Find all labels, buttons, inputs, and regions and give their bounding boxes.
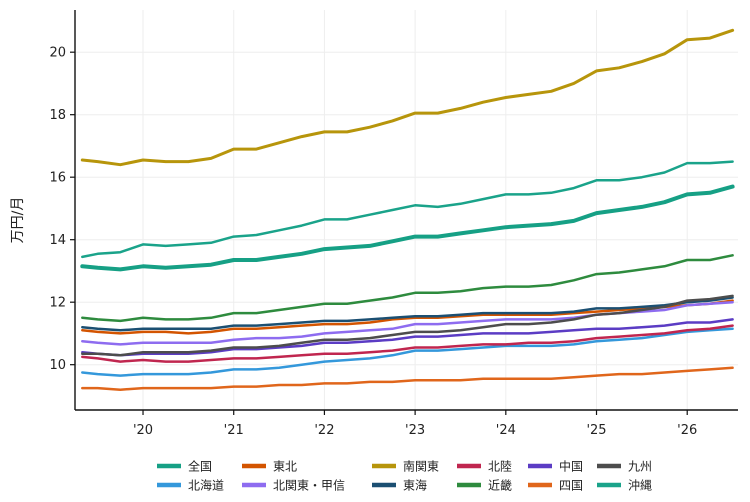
series-line-8	[81, 318, 734, 357]
series-line-11	[81, 160, 734, 259]
legend-label: 沖縄	[628, 478, 652, 493]
x-tick-label: '23	[405, 423, 425, 438]
legend-item: 東海	[372, 478, 427, 493]
legend-item: 沖縄	[597, 478, 652, 493]
series-line-0	[80, 184, 735, 272]
x-ticks: '20 '21 '22 '23 '24 '25 '26	[133, 410, 697, 438]
x-tick-label: '26	[677, 423, 697, 438]
grid	[75, 10, 738, 410]
y-tick-label: 14	[49, 233, 66, 248]
y-tick-label: 10	[49, 358, 66, 373]
legend-label: 東北	[273, 460, 297, 474]
legend-item: 九州	[597, 460, 652, 474]
axes	[74, 10, 738, 411]
legend-item: 全国	[157, 459, 212, 474]
legend-label: 全国	[188, 459, 212, 474]
legend-item: 中国	[528, 459, 583, 474]
series-line-1	[81, 327, 734, 377]
legend-label: 北海道	[188, 478, 224, 493]
series-line-2	[81, 299, 734, 335]
legend-label: 四国	[559, 479, 583, 493]
legend-item: 東北	[242, 460, 297, 474]
legend-item: 北海道	[157, 478, 224, 493]
legend-label: 南関東	[403, 459, 439, 474]
y-ticks: 10 12 14 16 18 20	[49, 46, 75, 373]
x-tick-label: '22	[314, 423, 334, 438]
series-line-6	[81, 324, 734, 363]
series-lines	[80, 28, 735, 391]
x-tick-label: '25	[586, 423, 606, 438]
x-tick-label: '21	[224, 423, 244, 438]
series-line-10	[81, 294, 734, 357]
legend-item: 北陸	[457, 460, 512, 474]
y-tick-label: 18	[49, 108, 66, 123]
legend-item: 四国	[528, 479, 583, 493]
x-tick-label: '24	[496, 423, 516, 438]
y-tick-label: 12	[49, 296, 66, 311]
legend-label: 北関東・甲信	[273, 479, 345, 493]
y-tick-label: 16	[49, 171, 66, 186]
x-tick-label: '20	[133, 423, 153, 438]
series-line-4	[80, 28, 735, 167]
legend-label: 九州	[628, 460, 652, 474]
series-line-7	[81, 254, 734, 323]
series-line-5	[81, 296, 734, 332]
y-axis-title: 万円/月	[10, 197, 26, 244]
legend-label: 東海	[403, 478, 427, 493]
legend-item: 近畿	[457, 479, 512, 493]
legend-item: 北関東・甲信	[242, 479, 345, 493]
series-line-9	[81, 366, 734, 391]
y-tick-label: 20	[49, 46, 66, 61]
legend-label: 中国	[559, 459, 583, 474]
legend-item: 南関東	[372, 459, 439, 474]
legend-label: 近畿	[488, 479, 512, 493]
legend-label: 北陸	[488, 460, 512, 474]
